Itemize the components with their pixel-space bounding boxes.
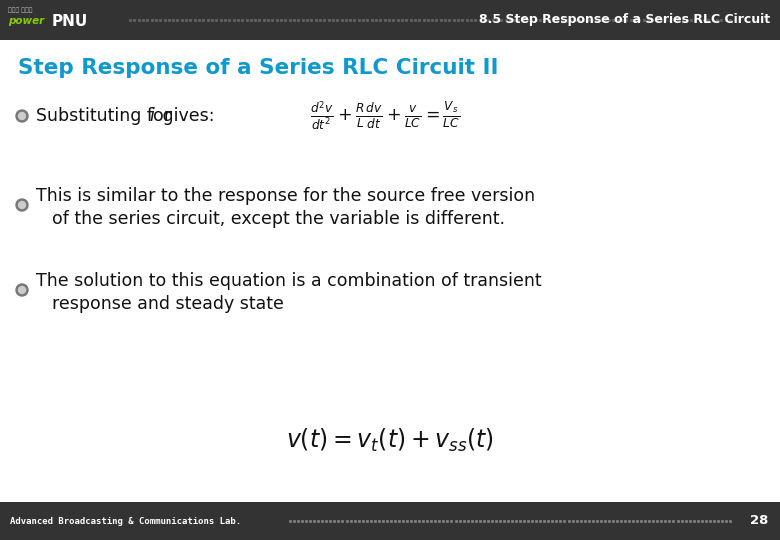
Bar (0, 0, 780, 40)
Text: This is similar to the response for the source free version: This is similar to the response for the … (36, 187, 535, 205)
Text: $\frac{d^2v}{dt^2}+\frac{R}{L}\frac{dv}{dt}+\frac{v}{LC}=\frac{V_s}{LC}$: $\frac{d^2v}{dt^2}+\frac{R}{L}\frac{dv}{… (310, 99, 460, 133)
Circle shape (19, 112, 26, 119)
Circle shape (16, 199, 28, 211)
Text: response and steady state: response and steady state (52, 295, 284, 313)
Text: Advanced Broadcasting & Communications Lab.: Advanced Broadcasting & Communications L… (10, 516, 241, 525)
Text: i: i (149, 107, 154, 125)
Text: The solution to this equation is a combination of transient: The solution to this equation is a combi… (36, 272, 541, 290)
Text: 세계로 미래로: 세계로 미래로 (8, 7, 33, 12)
Circle shape (16, 110, 28, 122)
Text: PNU: PNU (52, 14, 88, 29)
Circle shape (16, 284, 28, 296)
Text: 8.5 Step Response of a Series RLC Circuit: 8.5 Step Response of a Series RLC Circui… (479, 14, 770, 26)
Circle shape (19, 201, 26, 208)
Text: of the series circuit, except the variable is different.: of the series circuit, except the variab… (52, 210, 505, 228)
Text: gives:: gives: (157, 107, 214, 125)
Text: Substituting for: Substituting for (36, 107, 176, 125)
Text: power: power (8, 16, 44, 26)
Bar (0, 502, 780, 540)
Text: 28: 28 (750, 515, 768, 528)
Text: $v(t)=v_t(t)+v_{ss}(t)$: $v(t)=v_t(t)+v_{ss}(t)$ (286, 427, 494, 454)
Text: Step Response of a Series RLC Circuit II: Step Response of a Series RLC Circuit II (18, 58, 498, 78)
Circle shape (19, 287, 26, 294)
